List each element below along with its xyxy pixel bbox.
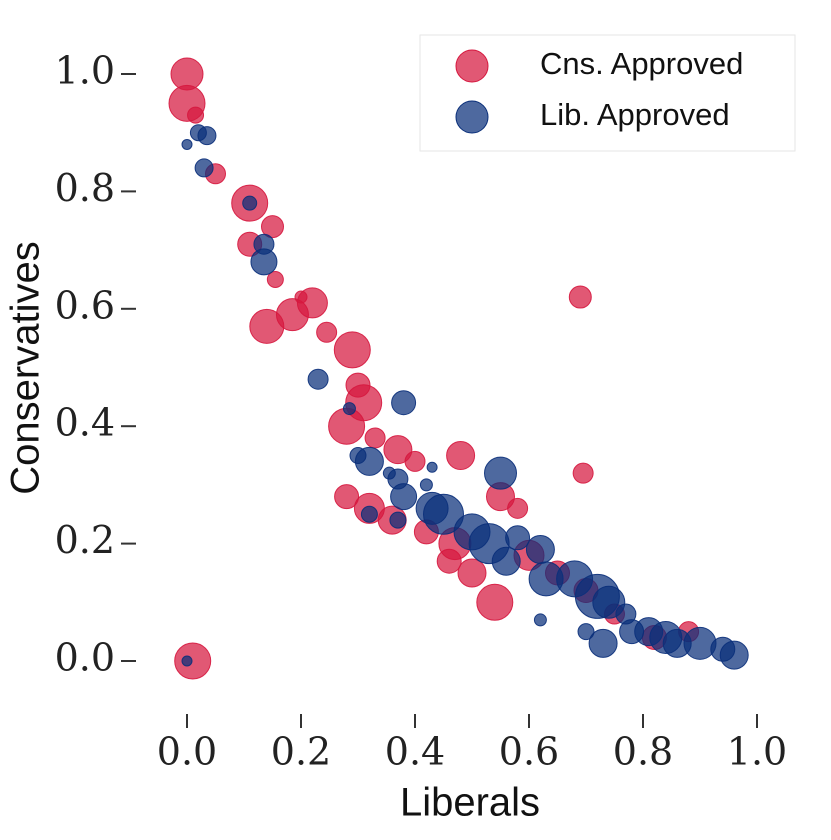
data-point — [333, 331, 371, 369]
data-point — [342, 402, 356, 416]
data-point — [505, 525, 531, 551]
y-tick-label: 0.6 — [55, 283, 115, 327]
ticks: 0.0 0.2 0.4 0.6 0.8 1.0 0.0 0.2 0.4 0.6 0.8 1.0 — [55, 49, 788, 774]
points — [168, 57, 749, 680]
data-point — [250, 248, 278, 276]
data-point — [683, 626, 717, 660]
x-tick-label: 0.4 — [385, 730, 445, 774]
data-point — [174, 642, 212, 680]
data-point — [391, 390, 417, 416]
x-tick-label: 0.6 — [499, 730, 559, 774]
data-point — [484, 456, 517, 490]
data-point — [307, 368, 329, 390]
data-point — [334, 484, 360, 510]
data-point — [423, 493, 464, 535]
data-point — [577, 623, 595, 641]
data-point — [360, 505, 378, 523]
data-point — [266, 270, 284, 288]
data-point — [390, 483, 418, 511]
y-tick-label: 1.0 — [55, 49, 115, 93]
data-point — [572, 462, 594, 484]
data-point — [476, 583, 514, 621]
data-point — [197, 126, 217, 146]
data-point — [525, 534, 555, 564]
y-tick-label: 0.0 — [55, 636, 115, 680]
legend-marker — [455, 49, 489, 83]
data-point — [382, 466, 396, 480]
data-point — [419, 478, 433, 492]
y-axis-title: Conservatives — [4, 241, 48, 494]
data-point — [457, 558, 487, 588]
x-axis-title: Liberals — [400, 781, 540, 825]
data-point — [389, 511, 407, 529]
legend-marker — [455, 100, 489, 134]
data-point — [507, 497, 529, 519]
data-point — [426, 461, 438, 473]
x-tick-label: 0.0 — [157, 730, 217, 774]
x-tick-label: 1.0 — [727, 730, 787, 774]
data-point — [436, 548, 462, 574]
y-tick-label: 0.8 — [55, 166, 115, 210]
y-tick-label: 0.2 — [55, 518, 115, 562]
legend-label: Cns. Approved — [540, 46, 743, 81]
y-tick-label: 0.4 — [55, 401, 115, 445]
legend-label: Lib. Approved — [540, 97, 730, 132]
data-point — [194, 158, 214, 178]
data-point — [383, 435, 413, 465]
data-point — [588, 628, 618, 658]
x-tick-label: 0.2 — [271, 730, 331, 774]
data-point — [364, 427, 386, 449]
data-point — [354, 446, 384, 476]
x-tick-label: 0.8 — [613, 730, 673, 774]
data-point — [719, 640, 749, 670]
data-point — [619, 619, 645, 645]
data-point — [316, 321, 338, 343]
data-point — [261, 215, 284, 239]
data-point — [533, 613, 547, 627]
data-point — [242, 195, 258, 211]
data-point — [181, 138, 193, 150]
legend: Cns. Approved Lib. Approved — [419, 34, 796, 152]
data-point — [568, 285, 592, 309]
data-point — [181, 655, 193, 667]
data-point — [187, 106, 205, 124]
data-point — [294, 290, 308, 304]
data-point — [446, 441, 476, 471]
data-point — [404, 450, 426, 472]
data-point — [491, 546, 521, 576]
